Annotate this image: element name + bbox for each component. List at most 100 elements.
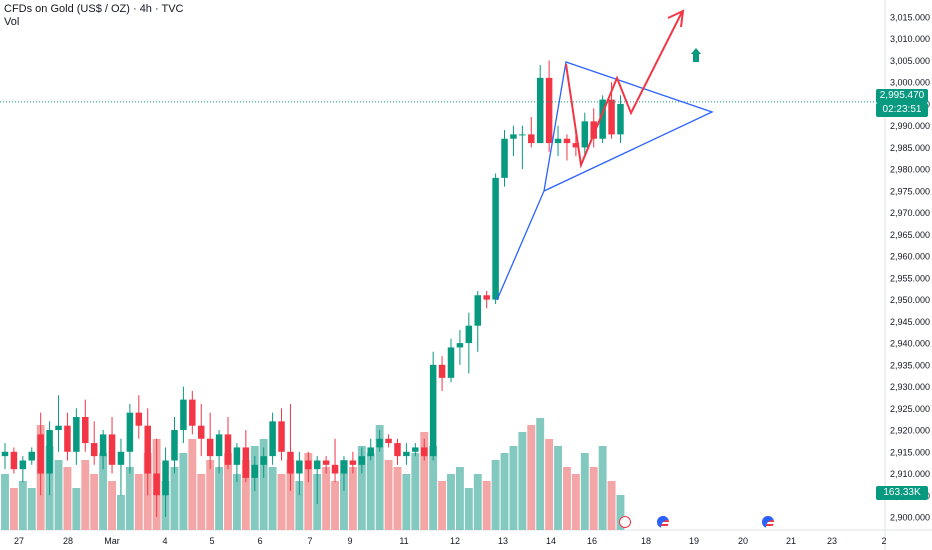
candle-body <box>340 460 348 474</box>
x-tick-label: 14 <box>546 536 556 546</box>
x-tick-label: Mar <box>104 536 120 546</box>
volume-bar <box>438 481 447 530</box>
candle-body <box>617 103 624 135</box>
volume-bar <box>134 474 143 530</box>
volume-bar <box>259 439 268 530</box>
triangle-pattern <box>496 61 714 301</box>
projection-arrowhead <box>667 9 685 28</box>
volume-bar <box>9 488 18 530</box>
candle-body <box>144 425 151 474</box>
candle-body <box>313 460 321 470</box>
volume-bar <box>99 453 108 530</box>
y-tick-label: 3,000.000 <box>890 78 930 88</box>
candle-body <box>420 447 428 457</box>
y-tick-label: 2,985.000 <box>890 143 930 153</box>
candle-body <box>242 447 250 478</box>
candle-body <box>287 451 294 474</box>
candle-body <box>278 421 285 452</box>
candle-body <box>501 138 508 178</box>
candle-body <box>572 143 580 148</box>
candle-body <box>260 456 267 465</box>
candle-body <box>590 121 597 139</box>
volume-bar <box>90 474 99 530</box>
volume-bar <box>402 474 411 530</box>
x-tick-label: 18 <box>641 536 651 546</box>
y-tick-label: 2,945.000 <box>890 317 930 327</box>
candle-body <box>447 347 455 378</box>
candle-body <box>269 421 276 457</box>
y-tick-label: 2,920.000 <box>890 426 930 436</box>
candle-body <box>162 460 169 496</box>
volume-bar <box>348 467 357 530</box>
candle-body <box>510 134 517 139</box>
y-tick-label: 2,935.000 <box>890 360 930 370</box>
volume-bar <box>27 488 36 530</box>
volume-bar <box>464 488 473 530</box>
volume-bar <box>580 453 589 530</box>
x-tick-label: 12 <box>450 536 460 546</box>
candle-body <box>536 77 544 144</box>
volume-bar <box>331 481 339 530</box>
volume-bar <box>429 446 438 530</box>
candle-body <box>90 443 98 457</box>
candle-body <box>554 138 562 144</box>
x-tick-label: 7 <box>307 536 312 546</box>
volume-bar <box>447 474 455 530</box>
candle-body <box>305 460 312 470</box>
volume-bar <box>125 467 134 530</box>
volume-bar <box>527 425 536 530</box>
volume-bar <box>589 467 598 530</box>
volume-bar <box>340 460 348 530</box>
candle-body <box>55 425 62 431</box>
us-flag-icon[interactable] <box>762 516 774 528</box>
volume-bar <box>375 425 384 530</box>
volume-bar <box>571 474 580 530</box>
candle-body <box>19 460 27 470</box>
candle-body <box>189 399 196 426</box>
volume-bar <box>616 495 625 530</box>
volume-bar <box>491 460 500 530</box>
us-flag-icon[interactable] <box>657 516 669 528</box>
candle-body <box>483 295 490 300</box>
volume-bar <box>411 453 420 530</box>
candle-body <box>394 443 401 457</box>
candle-body <box>153 473 160 496</box>
volume-bar <box>482 481 491 530</box>
countdown-badge: 02:23:51 <box>876 102 928 117</box>
volume-bar <box>232 474 241 530</box>
volume-bar <box>1 474 9 530</box>
symbol-title: CFDs on Gold (US$ / OZ) · 4h · TVC <box>4 3 184 15</box>
candle-body <box>28 451 36 461</box>
x-tick-label: 4 <box>162 536 167 546</box>
volume-bar <box>563 467 571 530</box>
volume-bar <box>536 418 545 530</box>
y-tick-label: 2,940.000 <box>890 339 930 349</box>
candle-body <box>456 343 464 348</box>
volume-bar <box>357 446 366 530</box>
candle-body <box>82 417 89 444</box>
candle-body <box>224 434 232 465</box>
volume-value-badge: 163.33K <box>876 486 928 500</box>
candle-body <box>296 460 303 474</box>
y-tick-label: 2,955.000 <box>890 273 930 283</box>
y-tick-label: 2,910.000 <box>890 469 930 479</box>
y-tick-label: 2,970.000 <box>890 208 930 218</box>
candle-body <box>385 438 392 444</box>
x-tick-label: 11 <box>399 536 408 546</box>
volume-bar <box>286 460 295 530</box>
candle-body <box>599 99 606 139</box>
volume-bar <box>420 432 429 530</box>
candle-body <box>349 460 357 465</box>
volume-bar <box>108 481 116 530</box>
candle-body <box>197 425 205 439</box>
candle-body <box>126 412 134 452</box>
candle-body <box>429 364 437 457</box>
candle-body <box>581 121 589 148</box>
candle-body <box>10 451 18 470</box>
candle-body <box>206 438 214 457</box>
flash-icon[interactable] <box>619 516 631 528</box>
x-tick-label: 2 <box>881 536 886 546</box>
y-tick-label: 2,900.000 <box>890 513 930 523</box>
